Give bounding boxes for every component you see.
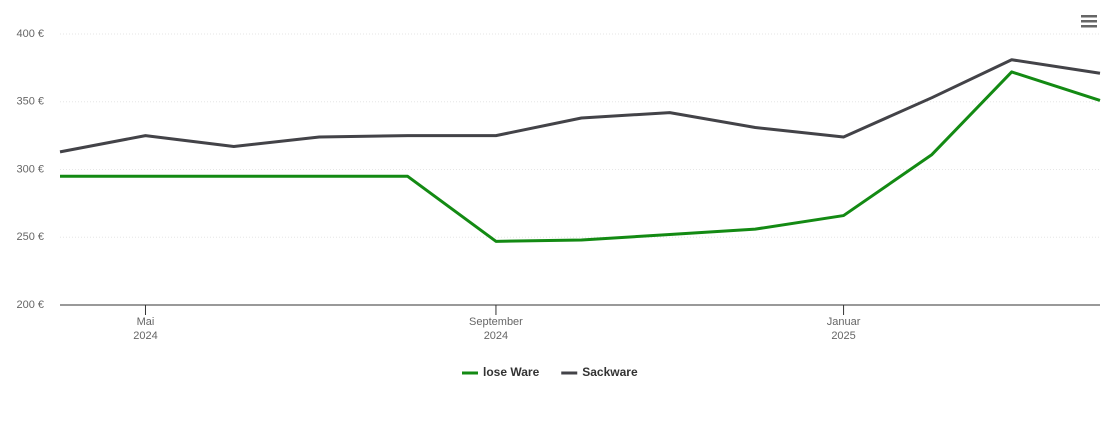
legend: lose Ware Sackware: [462, 365, 638, 379]
x-tick-label: 2024: [133, 330, 157, 342]
series-line: [59, 58, 1101, 154]
y-tick-label: 300 €: [16, 163, 44, 175]
y-tick-label: 350 €: [16, 96, 44, 108]
menu-bar: [1081, 15, 1097, 18]
menu-bar: [1081, 20, 1097, 23]
menu-bar: [1081, 25, 1097, 28]
y-tick-label: 200 €: [16, 299, 44, 311]
x-tick-label: September: [469, 316, 523, 328]
menu-button[interactable]: [1081, 15, 1097, 28]
y-tick-label: 250 €: [16, 231, 44, 243]
x-tick-label: Mai: [137, 316, 155, 328]
x-tick-label: Januar: [827, 316, 861, 328]
series-line: [60, 70, 1101, 243]
legend-label: Sackware: [582, 365, 638, 379]
x-tick-label: 2025: [831, 330, 855, 342]
y-tick-label: 400 €: [16, 28, 44, 40]
x-tick-label: 2024: [484, 330, 508, 342]
legend-label: lose Ware: [483, 365, 540, 379]
